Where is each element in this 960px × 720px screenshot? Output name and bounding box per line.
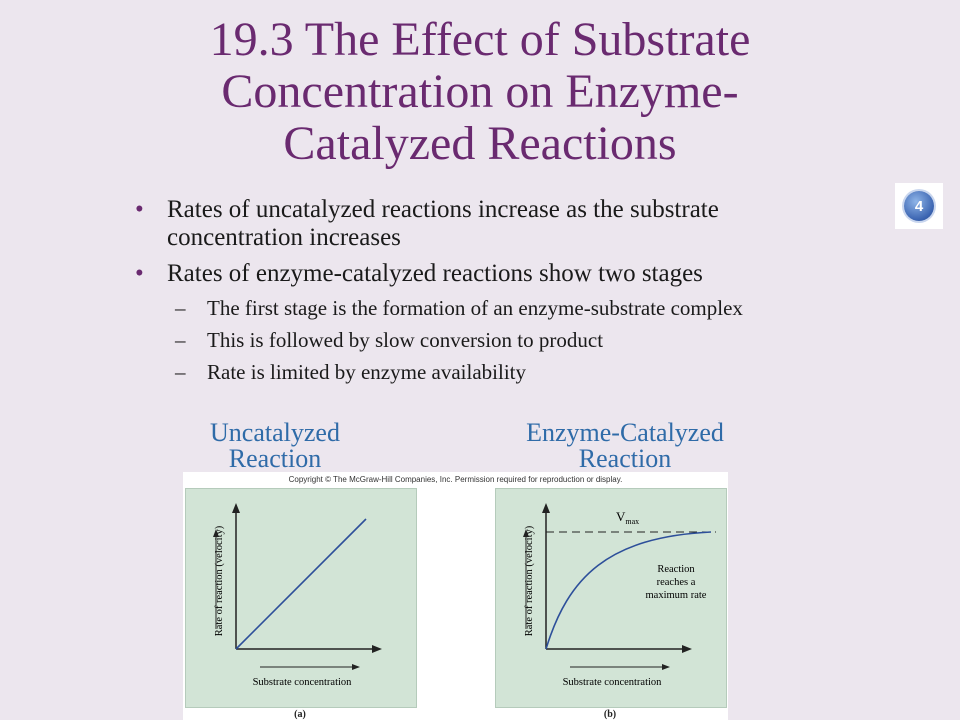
panel-b-graph: Vmax Reaction reaches a maximum rate Rat… [523, 503, 716, 688]
caption-line: Uncatalyzed [210, 418, 340, 447]
x-label-arrow-head [352, 664, 360, 670]
sub-bullet-text: This is followed by slow conversion to p… [207, 328, 604, 352]
figure: Copyright © The McGraw-Hill Companies, I… [183, 472, 728, 720]
annotation-line: maximum rate [646, 590, 707, 601]
bullet-item: • Rates of uncatalyzed reactions increas… [135, 196, 875, 252]
sub-bullet-text: The first stage is the formation of an e… [207, 296, 743, 320]
copyright-notice: Copyright © The McGraw-Hill Companies, I… [288, 475, 623, 484]
linear-rate-line [235, 518, 367, 650]
panel-a-graph: Rate of reaction (velocity) Substrate co… [213, 503, 382, 688]
sub-bullet-text: Rate is limited by enzyme availability [207, 360, 526, 384]
panel-b: Vmax Reaction reaches a maximum rate Rat… [495, 488, 727, 708]
x-axis-arrow [682, 645, 692, 653]
bullet-dot: • [135, 260, 144, 287]
caption-line: Reaction [228, 444, 322, 473]
sub-bullet-item: – The first stage is the formation of an… [135, 296, 875, 320]
slide-number-badge: 4 [895, 183, 943, 229]
title-line-2: Concentration on Enzyme- [221, 65, 739, 118]
title-line-1: 19.3 The Effect of Substrate [209, 13, 751, 66]
x-label-arrow-head [662, 664, 670, 670]
annotation-line: reaches a [657, 577, 696, 588]
caption-line: Enzyme-Catalyzed [526, 418, 724, 447]
sub-bullet-item: – Rate is limited by enzyme availability [135, 360, 875, 384]
bullet-dot: • [135, 196, 144, 223]
slide-title: 19.3 The Effect of Substrate Concentrati… [80, 14, 880, 170]
caption-line: Reaction [578, 444, 672, 473]
sub-bullet-item: – This is followed by slow conversion to… [135, 328, 875, 352]
bullet-line: Rates of enzyme-catalyzed reactions show… [167, 260, 703, 287]
panel-a: Rate of reaction (velocity) Substrate co… [185, 488, 417, 708]
vmax-label: Vmax [616, 509, 639, 526]
sub-bullet-dash: – [175, 360, 186, 384]
title-line-3: Catalyzed Reactions [283, 117, 677, 170]
bullet-line: Rates of uncatalyzed reactions increase … [167, 196, 719, 223]
y-label-arrow-head [213, 529, 219, 537]
y-axis-label: Rate of reaction (velocity) [214, 525, 225, 636]
panel-b-label: (b) [603, 709, 617, 720]
y-axis-label: Rate of reaction (velocity) [524, 525, 535, 636]
x-axis-arrow [372, 645, 382, 653]
y-axis-arrow [232, 503, 240, 513]
y-label-arrow-head [523, 529, 529, 537]
annotation-line: Reaction [657, 564, 695, 575]
sub-bullet-dash: – [175, 328, 186, 352]
saturation-curve [545, 531, 712, 650]
sub-bullet-dash: – [175, 296, 186, 320]
caption-uncatalyzed: Uncatalyzed Reaction [170, 420, 380, 472]
y-axis-arrow [542, 503, 550, 513]
x-axis-label: Substrate concentration [253, 677, 353, 688]
bullet-line: concentration increases [167, 224, 401, 251]
bullet-item: • Rates of enzyme-catalyzed reactions sh… [135, 260, 875, 288]
caption-enzyme-catalyzed: Enzyme-Catalyzed Reaction [475, 420, 775, 472]
panel-a-label: (a) [294, 709, 306, 720]
bullet-list: • Rates of uncatalyzed reactions increas… [135, 196, 875, 392]
x-axis-label: Substrate concentration [563, 677, 663, 688]
slide-number-icon: 4 [904, 191, 934, 221]
